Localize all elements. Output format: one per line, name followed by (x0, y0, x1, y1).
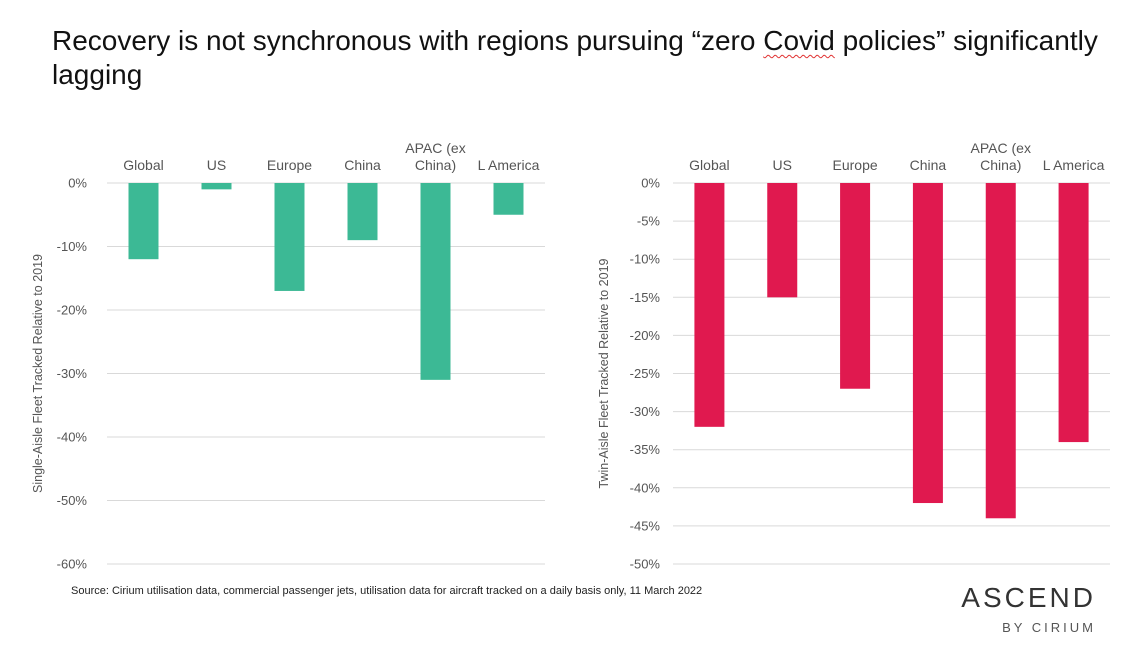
single-aisle-category-label: Europe (267, 157, 312, 173)
twin-aisle-category-label: APAC (ex China) (971, 140, 1031, 173)
single-aisle-bar-us (201, 183, 232, 190)
twin-aisle-category-label: L America (1043, 157, 1105, 173)
twin-aisle-bar-us (767, 183, 798, 298)
twin-aisle-ytick-label: -5% (637, 214, 661, 229)
title-text-end: policies” significantly lagging (52, 25, 1098, 90)
single-aisle-bar-l-america (493, 183, 524, 215)
chart-title: Recovery is not synchronous with regions… (52, 24, 1112, 92)
single-aisle-ytick-label: -60% (57, 557, 88, 572)
twin-aisle-category-label: China (910, 157, 947, 173)
twin-aisle-y-axis-label: Twin-Aisle Fleet Tracked Relative to 201… (597, 258, 611, 488)
twin-aisle-ytick-label: -35% (630, 442, 661, 457)
twin-aisle-bar-china (912, 183, 943, 504)
single-aisle-ytick-label: -40% (57, 430, 88, 445)
single-aisle-y-axis-label: Single-Aisle Fleet Tracked Relative to 2… (31, 254, 45, 493)
single-aisle-category-label: APAC (ex China) (405, 140, 465, 173)
single-aisle-ytick-label: -20% (57, 303, 88, 318)
logo-sub-text: BY CIRIUM (1002, 620, 1096, 635)
single-aisle-category-label: L America (478, 157, 540, 173)
single-aisle-bar-apac-ex-china (420, 183, 451, 380)
single-aisle-category-label: China (344, 157, 381, 173)
title-text-start: Recovery is not synchronous with regions… (52, 25, 764, 56)
twin-aisle-bar-global (694, 183, 725, 427)
twin-aisle-ytick-label: -10% (630, 252, 661, 267)
single-aisle-ytick-label: 0% (68, 176, 87, 191)
twin-aisle-bar-europe (840, 183, 871, 389)
twin-aisle-ytick-label: -25% (630, 366, 661, 381)
twin-aisle-bar-apac-ex-china (985, 183, 1016, 519)
single-aisle-category-label: US (207, 157, 226, 173)
single-aisle-ytick-label: -30% (57, 366, 88, 381)
twin-aisle-category-label: Global (689, 157, 729, 173)
title-text-highlight: Covid (763, 25, 835, 56)
twin-aisle-category-label: US (773, 157, 792, 173)
twin-aisle-ytick-label: -45% (630, 518, 661, 533)
ascend-logo: ASCEND BY CIRIUM (961, 582, 1096, 635)
logo-main-text: ASCEND (961, 582, 1096, 613)
single-aisle-category-label: Global (123, 157, 163, 173)
twin-aisle-ytick-label: -50% (630, 557, 661, 572)
twin-aisle-ytick-label: 0% (641, 176, 660, 191)
twin-aisle-ytick-label: -40% (630, 480, 661, 495)
twin-aisle-bar-l-america (1058, 183, 1089, 443)
single-aisle-ytick-label: -50% (57, 493, 88, 508)
single-aisle-bar-global (128, 183, 159, 260)
twin-aisle-category-label: Europe (833, 157, 878, 173)
source-note: Source: Cirium utilisation data, commerc… (71, 585, 703, 597)
single-aisle-bar-europe (274, 183, 305, 291)
twin-aisle-ytick-label: -20% (630, 328, 661, 343)
twin-aisle-ytick-label: -15% (630, 290, 661, 305)
single-aisle-ytick-label: -10% (57, 239, 88, 254)
single-aisle-bar-china (347, 183, 378, 241)
twin-aisle-ytick-label: -30% (630, 404, 661, 419)
